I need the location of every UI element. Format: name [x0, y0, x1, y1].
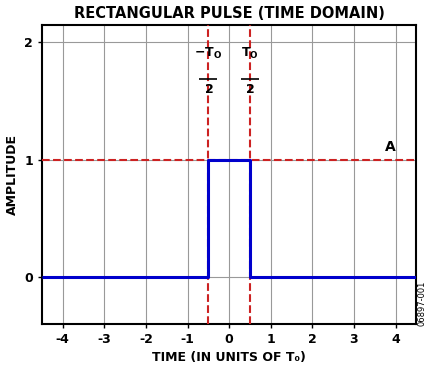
Title: RECTANGULAR PULSE (TIME DOMAIN): RECTANGULAR PULSE (TIME DOMAIN) — [73, 6, 384, 21]
Text: $\mathbf{2}$: $\mathbf{2}$ — [245, 83, 254, 96]
Y-axis label: AMPLITUDE: AMPLITUDE — [6, 134, 19, 215]
Text: $\mathbf{T_O}$: $\mathbf{T_O}$ — [240, 46, 258, 61]
X-axis label: TIME (IN UNITS OF T₀): TIME (IN UNITS OF T₀) — [152, 352, 306, 364]
Text: 06897-001: 06897-001 — [416, 280, 425, 326]
Text: A: A — [384, 139, 395, 154]
Text: $\mathbf{2}$: $\mathbf{2}$ — [203, 83, 213, 96]
Text: $\mathbf{-T_O}$: $\mathbf{-T_O}$ — [194, 46, 222, 61]
